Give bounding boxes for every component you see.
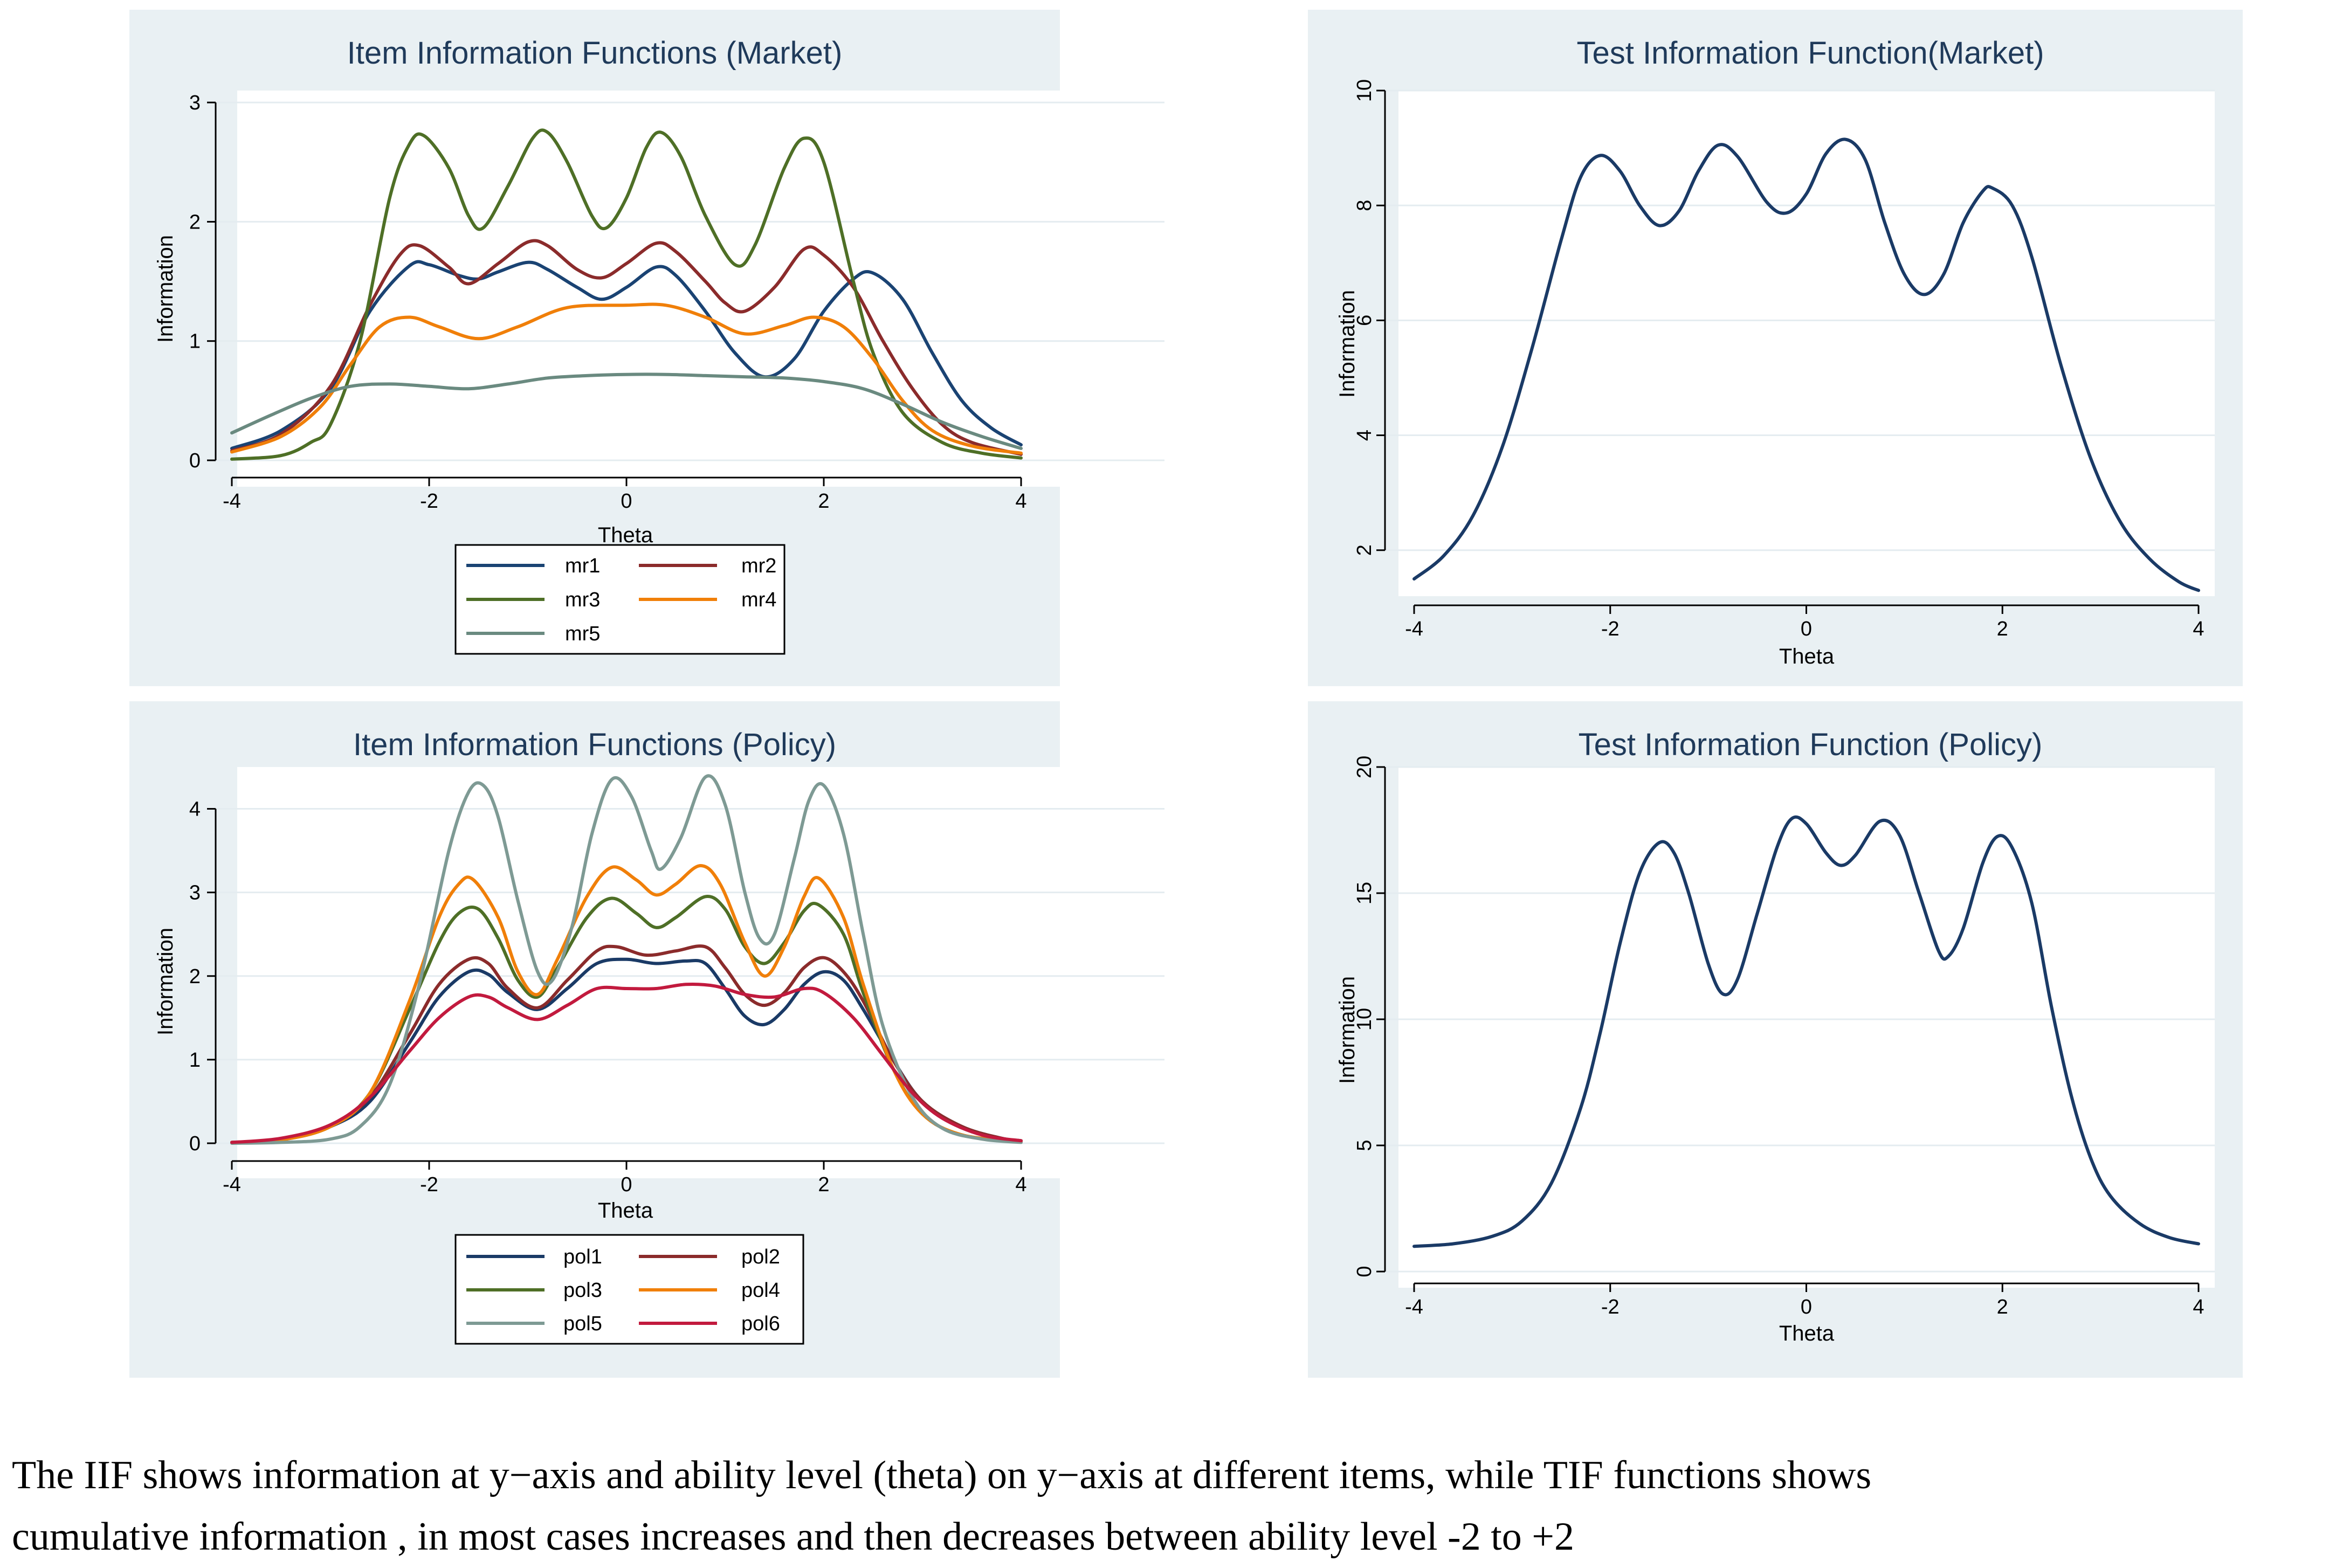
chart-tif-policy: Test Information Function (Policy) 0 5 10 1… bbox=[1335, 727, 2215, 1345]
y-tick-label: 6 bbox=[1353, 315, 1376, 326]
legend-label-mr4: mr4 bbox=[741, 589, 776, 611]
x-tick-label: -4 bbox=[1405, 1296, 1423, 1318]
x-tick-label: 4 bbox=[1015, 1173, 1026, 1196]
series-line-mr1 bbox=[230, 260, 1023, 450]
x-tick-label: 0 bbox=[1801, 1296, 1812, 1318]
chart-panel-iif-market: Item Information Functions (Market) 0 1 2 3… bbox=[129, 10, 1164, 686]
legend-label-pol6: pol6 bbox=[741, 1313, 780, 1335]
x-tick-label: -4 bbox=[223, 490, 241, 513]
y-tick-label: 0 bbox=[189, 1132, 201, 1155]
x-tick-label: 2 bbox=[1997, 1296, 2008, 1318]
y-tick-label: 3 bbox=[189, 882, 201, 904]
legend: pol1 pol2 pol3 pol4 pol5 pol6 bbox=[454, 1234, 804, 1345]
series-line-mr5 bbox=[230, 372, 1023, 450]
y-axis-label: Information bbox=[154, 928, 177, 1035]
x-tick-label: -2 bbox=[420, 1173, 438, 1196]
x-tick-label: -4 bbox=[223, 1173, 241, 1196]
x-axis-label: Theta bbox=[598, 1199, 653, 1222]
x-tick-label: 2 bbox=[1997, 618, 2008, 640]
legend-label-pol4: pol4 bbox=[741, 1279, 780, 1302]
x-axis-label: Theta bbox=[598, 523, 653, 547]
legend-label-mr3: mr3 bbox=[565, 589, 600, 611]
legend-label-pol3: pol3 bbox=[563, 1279, 602, 1302]
chart-tif-market: Test Information Function(Market) 2 4 6 8 10… bbox=[1335, 36, 2215, 668]
y-axis-label: Information bbox=[1335, 976, 1359, 1084]
series-line-mr4 bbox=[230, 302, 1023, 455]
x-tick-label: 0 bbox=[621, 490, 632, 513]
figure-caption: The IIF shows information at y−axis and … bbox=[12, 1445, 2319, 1567]
x-tick-label: -2 bbox=[1601, 1296, 1620, 1318]
chart-title: Test Information Function(Market) bbox=[1576, 36, 2044, 71]
chart-panel-iif-policy: Item Information Functions (Policy) 0 1 2 3… bbox=[129, 701, 1164, 1378]
x-tick-label: 4 bbox=[1015, 490, 1026, 513]
x-tick-label: 0 bbox=[1801, 618, 1812, 640]
x-tick-label: 4 bbox=[2193, 618, 2204, 640]
x-tick-label: 2 bbox=[818, 490, 829, 513]
chart-iif-market: Item Information Functions (Market) 0 1 2 3… bbox=[154, 36, 1164, 655]
legend-label-pol1: pol1 bbox=[563, 1246, 602, 1268]
series-line-test-information bbox=[1412, 815, 2200, 1248]
x-tick-label: -4 bbox=[1405, 618, 1423, 640]
series-line-pol5 bbox=[230, 774, 1023, 1145]
y-tick-label: 2 bbox=[189, 211, 201, 233]
caption-line-2: cumulative information , in most cases i… bbox=[12, 1515, 1574, 1559]
y-tick-label: 1 bbox=[189, 330, 201, 353]
x-tick-label: -2 bbox=[420, 490, 438, 513]
series-line-pol6 bbox=[230, 983, 1023, 1144]
x-tick-label: 2 bbox=[818, 1173, 829, 1196]
plot-area bbox=[237, 767, 1164, 1178]
plot-area bbox=[1398, 767, 2215, 1288]
legend-label-pol2: pol2 bbox=[741, 1246, 780, 1268]
y-tick-label: 2 bbox=[1353, 544, 1376, 556]
chart-title: Test Information Function (Policy) bbox=[1579, 727, 2043, 762]
chart-panel-tif-market: Test Information Function(Market) 2 4 6 8 10… bbox=[1308, 10, 2243, 686]
y-tick-label: 15 bbox=[1353, 882, 1376, 904]
y-tick-label: 4 bbox=[1353, 430, 1376, 441]
y-tick-label: 0 bbox=[1353, 1266, 1376, 1277]
x-tick-label: -2 bbox=[1601, 618, 1620, 640]
legend-label-mr1: mr1 bbox=[565, 555, 600, 577]
y-tick-label: 1 bbox=[189, 1049, 201, 1072]
y-tick-label: 0 bbox=[189, 450, 201, 472]
caption-line-1: The IIF shows information at y−axis and … bbox=[12, 1453, 1872, 1497]
x-tick-label: 4 bbox=[2193, 1296, 2204, 1318]
series-line-mr3 bbox=[230, 128, 1023, 461]
y-tick-label: 4 bbox=[189, 798, 201, 821]
plot-area bbox=[237, 91, 1164, 487]
chart-title: Item Information Functions (Market) bbox=[347, 36, 843, 71]
legend-label-mr5: mr5 bbox=[565, 623, 600, 645]
y-tick-label: 20 bbox=[1353, 756, 1376, 778]
y-axis-label: Information bbox=[1335, 290, 1359, 398]
y-tick-label: 8 bbox=[1353, 200, 1376, 211]
x-tick-label: 0 bbox=[621, 1173, 632, 1196]
chart-panel-tif-policy: Test Information Function (Policy) 0 5 10 1… bbox=[1308, 701, 2243, 1378]
y-tick-label: 5 bbox=[1353, 1139, 1376, 1151]
series-line-pol4 bbox=[230, 864, 1023, 1144]
series-line-mr2 bbox=[230, 239, 1023, 456]
y-tick-label: 3 bbox=[189, 92, 201, 114]
chart-iif-policy: Item Information Functions (Policy) 0 1 2 3… bbox=[154, 727, 1164, 1345]
x-axis-label: Theta bbox=[1779, 645, 1835, 668]
y-tick-label: 2 bbox=[189, 965, 201, 988]
y-tick-label: 10 bbox=[1353, 79, 1376, 102]
legend-label-mr2: mr2 bbox=[741, 555, 776, 577]
legend: mr1 mr2 mr3 mr4 mr5 bbox=[454, 544, 785, 655]
plot-area bbox=[1398, 91, 2215, 596]
x-axis-label: Theta bbox=[1779, 1322, 1835, 1345]
y-tick-label: 10 bbox=[1353, 1008, 1376, 1031]
series-line-test-information bbox=[1412, 137, 2200, 592]
legend-label-pol5: pol5 bbox=[563, 1313, 602, 1335]
chart-title: Item Information Functions (Policy) bbox=[353, 727, 836, 762]
y-axis-label: Information bbox=[154, 235, 177, 343]
